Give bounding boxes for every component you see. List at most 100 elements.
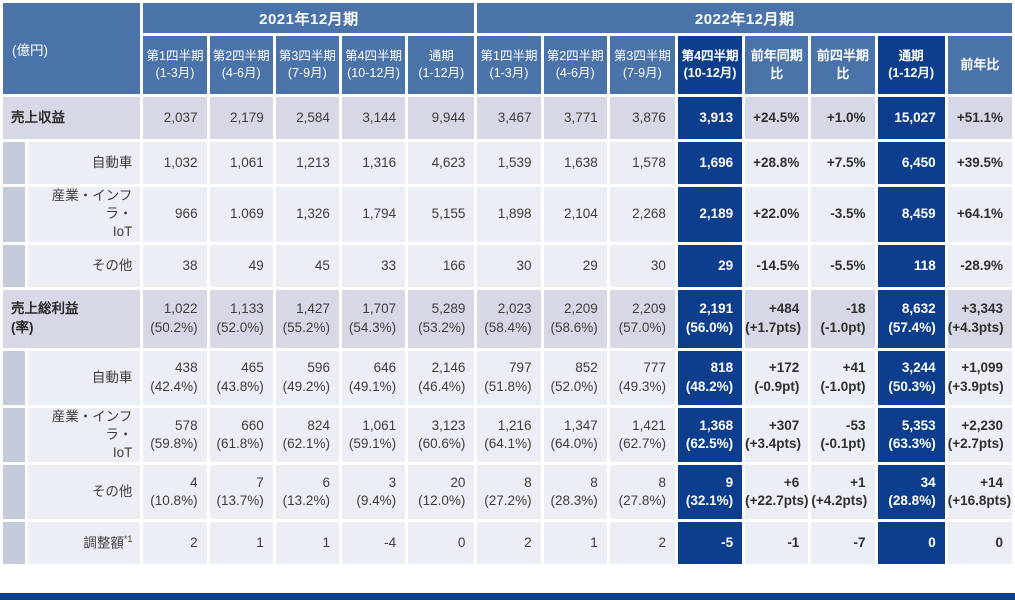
- data-cell: 33: [341, 244, 406, 287]
- row-label: 産業・インフラ・ IoT: [28, 407, 141, 463]
- quarterly-results-table: (億円) 2021年12月期 2022年12月期 第1四半期 (1-3月) 第2四半期…: [3, 3, 1012, 565]
- row-indent: [3, 244, 26, 287]
- data-cell: 1,696: [677, 142, 743, 184]
- data-cell: 2,179: [209, 97, 273, 139]
- data-cell: +24.5%: [745, 97, 809, 139]
- column-header: 通期 (1-12月): [877, 36, 945, 94]
- data-cell: 3,771: [543, 97, 607, 139]
- column-header: 第3四半期 (7-9月): [275, 36, 339, 94]
- data-cell: 1,421 (62.7%): [609, 407, 675, 463]
- data-cell: +51.1%: [947, 97, 1012, 139]
- data-cell: +39.5%: [947, 142, 1012, 184]
- data-cell: 9,944: [408, 97, 475, 139]
- row-indent: [3, 350, 26, 405]
- column-header: 第4四半期 (10-12月): [677, 36, 743, 94]
- data-cell: 30: [609, 244, 675, 287]
- data-cell: 797 (51.8%): [477, 350, 541, 405]
- table-row: 自動車 438 (42.4%) 465 (43.8%) 596 (49.2%) 646 (49.…: [3, 350, 1012, 405]
- row-indent: [3, 142, 26, 184]
- data-cell: 966: [143, 187, 207, 242]
- table-row: 産業・インフラ・ IoT 578 (59.8%) 660 (61.8%) 824 (62.1%…: [3, 407, 1012, 463]
- data-cell: 1: [275, 522, 339, 565]
- data-cell: 646 (49.1%): [341, 350, 406, 405]
- data-cell: 6 (13.2%): [275, 465, 339, 520]
- data-cell: -3.5%: [811, 187, 875, 242]
- data-cell: 3,144: [341, 97, 406, 139]
- data-cell: +28.8%: [745, 142, 809, 184]
- row-label: その他: [28, 465, 141, 520]
- data-cell: 1,326: [275, 187, 339, 242]
- data-cell: -18 (-1.0pt): [811, 289, 875, 348]
- row-label: 売上収益: [3, 97, 141, 139]
- data-cell: 0: [877, 522, 945, 565]
- data-cell: 8 (28.3%): [543, 465, 607, 520]
- data-cell: +1,099 (+3.9pts): [947, 350, 1012, 405]
- data-cell: 2: [143, 522, 207, 565]
- row-label: 調整額*1: [28, 522, 141, 565]
- data-cell: -5.5%: [811, 244, 875, 287]
- data-cell: 1,213: [275, 142, 339, 184]
- data-cell: 7 (13.7%): [209, 465, 273, 520]
- data-cell: 1,061 (59.1%): [341, 407, 406, 463]
- data-cell: 1,427 (55.2%): [275, 289, 339, 348]
- data-cell: 15,027: [877, 97, 945, 139]
- data-cell: 0: [408, 522, 475, 565]
- data-cell: 1,347 (64.0%): [543, 407, 607, 463]
- data-cell: 29: [677, 244, 743, 287]
- data-cell: 1,539: [477, 142, 541, 184]
- data-cell: 49: [209, 244, 273, 287]
- data-cell: 166: [408, 244, 475, 287]
- data-cell: +41 (-1.0pt): [811, 350, 875, 405]
- data-cell: 1,578: [609, 142, 675, 184]
- data-cell: 2,584: [275, 97, 339, 139]
- column-header: 前年同期比: [745, 36, 809, 94]
- data-cell: -5: [677, 522, 743, 565]
- data-cell: 818 (48.2%): [677, 350, 743, 405]
- fiscal-year-group-header: 2021年12月期: [143, 3, 475, 33]
- data-cell: 1: [543, 522, 607, 565]
- data-cell: 34 (28.8%): [877, 465, 945, 520]
- data-cell: -14.5%: [745, 244, 809, 287]
- data-cell: 1,368 (62.5%): [677, 407, 743, 463]
- table-body: 売上収益 2,037 2,179 2,584 3,144 9,944 3,467 3,771 3…: [3, 97, 1012, 565]
- data-cell: 6,450: [877, 142, 945, 184]
- data-cell: 660 (61.8%): [209, 407, 273, 463]
- data-cell: 578 (59.8%): [143, 407, 207, 463]
- table-header: (億円) 2021年12月期 2022年12月期 第1四半期 (1-3月) 第2四半期…: [3, 3, 1012, 94]
- table-row: 自動車 1,032 1,061 1,213 1,316 4,623 1,539 1,638 1,…: [3, 142, 1012, 184]
- header-group-row: (億円) 2021年12月期 2022年12月期: [3, 3, 1012, 94]
- data-cell: 2,104: [543, 187, 607, 242]
- row-indent: [3, 407, 26, 463]
- data-cell: 29: [543, 244, 607, 287]
- data-cell: 465 (43.8%): [209, 350, 273, 405]
- data-cell: +7.5%: [811, 142, 875, 184]
- table-row: その他 38 49 45 33 166 30 29 30 29 -14.5% -5.5% 118 -28.…: [3, 244, 1012, 287]
- data-cell: -7: [811, 522, 875, 565]
- data-cell: 2,146 (46.4%): [408, 350, 475, 405]
- data-cell: +64.1%: [947, 187, 1012, 242]
- data-cell: +172 (-0.9pt): [745, 350, 809, 405]
- data-cell: 2,037: [143, 97, 207, 139]
- column-header: 第1四半期 (1-3月): [477, 36, 541, 94]
- data-cell: 5,155: [408, 187, 475, 242]
- data-cell: 4,623: [408, 142, 475, 184]
- fiscal-year-group-header: 2022年12月期: [477, 3, 1012, 33]
- data-cell: 2,189: [677, 187, 743, 242]
- data-cell: +3,343 (+4.3pts): [947, 289, 1012, 348]
- data-cell: 45: [275, 244, 339, 287]
- header-columns-row: 第1四半期 (1-3月) 第2四半期 (4-6月) 第3四半期 (7-9月) 第4四半期 (1…: [3, 36, 1012, 94]
- data-cell: 118: [877, 244, 945, 287]
- data-cell: 20 (12.0%): [408, 465, 475, 520]
- data-cell: 2: [477, 522, 541, 565]
- column-header: 第4四半期 (10-12月): [341, 36, 406, 94]
- data-cell: 2,191 (56.0%): [677, 289, 743, 348]
- row-indent: [3, 522, 26, 565]
- row-indent: [3, 187, 26, 242]
- data-cell: +2,230 (+2.7pts): [947, 407, 1012, 463]
- data-cell: 1,216 (64.1%): [477, 407, 541, 463]
- data-cell: 1,061: [209, 142, 273, 184]
- row-label: その他: [28, 244, 141, 287]
- data-cell: 3,876: [609, 97, 675, 139]
- data-cell: 3,467: [477, 97, 541, 139]
